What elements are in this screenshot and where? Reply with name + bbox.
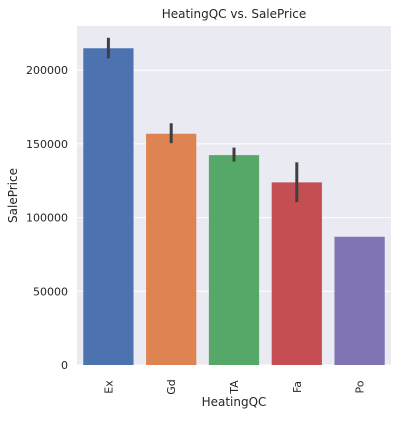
y-tick-label: 200000	[26, 64, 68, 77]
x-tick-label: TA	[228, 380, 241, 395]
chart-title: HeatingQC vs. SalePrice	[162, 7, 307, 21]
y-axis-label: SalePrice	[6, 168, 20, 223]
y-tick-label: 50000	[33, 285, 68, 298]
y-axis-ticks: 0 50000 100000 150000 200000	[26, 64, 68, 372]
x-axis-label: HeatingQC	[202, 395, 267, 409]
bar-Fa	[271, 182, 322, 365]
x-axis-ticks: Ex Gd TA Fa Po	[102, 379, 366, 395]
bar-TA	[208, 155, 260, 365]
x-tick-label: Gd	[165, 379, 178, 395]
x-tick-label: Po	[354, 380, 367, 393]
x-tick-label: Ex	[102, 380, 115, 394]
y-tick-label: 150000	[26, 138, 68, 151]
bar-Gd	[146, 133, 197, 365]
bar-Ex	[83, 48, 134, 365]
x-tick-label: Fa	[291, 381, 304, 393]
y-tick-label: 100000	[26, 212, 68, 225]
y-tick-label: 0	[61, 359, 68, 372]
bars	[83, 48, 385, 365]
error-bars	[106, 37, 299, 203]
bar-Po	[334, 236, 385, 365]
